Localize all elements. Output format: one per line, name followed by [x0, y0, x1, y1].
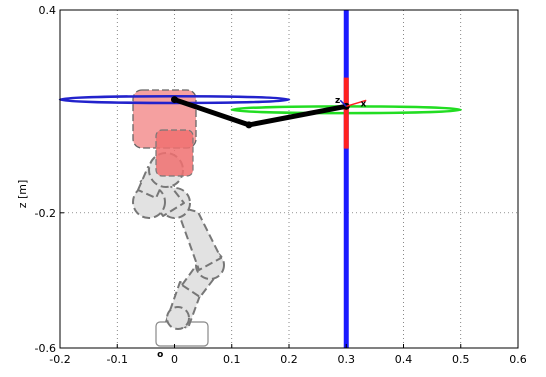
x-tick-label: 0.4	[395, 353, 413, 366]
arm-joint	[245, 121, 253, 129]
x-tick-label: 0.2	[280, 353, 298, 366]
y-tick-labels: -0.6 -0.2 0.4	[35, 4, 64, 355]
x-tick-label: -0.1	[107, 353, 128, 366]
annotation-z: z	[335, 96, 340, 106]
annotation-o: o	[157, 350, 163, 360]
y-tick-label: -0.6	[35, 342, 56, 355]
arm-joint	[171, 96, 178, 104]
x-tick-label: 0.1	[223, 353, 241, 366]
gripper-box-lower	[155, 129, 194, 177]
y-tick-label: -0.2	[35, 207, 56, 220]
x-tick-label: -0.2	[49, 353, 70, 366]
frame-x-axis	[346, 99, 367, 108]
robot-lower-links	[132, 152, 225, 330]
annotation-layer: z x o	[157, 96, 366, 360]
x-tick-label: 0.6	[509, 353, 527, 366]
robot-illustration	[132, 89, 225, 347]
y-axis-label: z [m]	[16, 180, 29, 209]
x-tick-label: 0.5	[452, 353, 470, 366]
x-tick-label: 0	[171, 353, 178, 366]
annotation-x: x	[361, 99, 367, 109]
frame-z-axis	[339, 99, 347, 107]
x-tick-label: 0.3	[338, 353, 356, 366]
x-tick-labels: -0.2 -0.1 0 0.1 0.2 0.3 0.4 0.5 0.6	[49, 344, 527, 366]
y-tick-label: 0.4	[39, 4, 57, 17]
